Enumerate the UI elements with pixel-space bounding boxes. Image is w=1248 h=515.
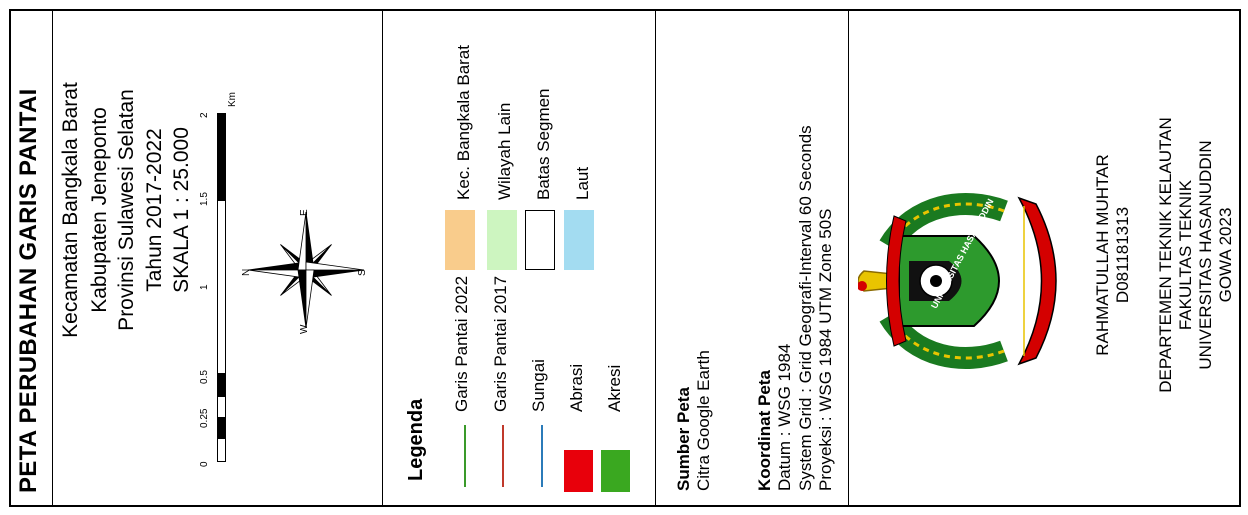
compass-n: N (241, 268, 252, 276)
scale-text: SKALA 1 : 25.000 (170, 127, 193, 293)
coords-system: System Grid : Grid Geografi-Interval 60 … (796, 125, 815, 491)
legend-label-sungai: Sungai (529, 359, 548, 412)
scale-tick-2: 2 (199, 112, 210, 118)
location-line-1: Kecamatan Bangkala Barat (59, 82, 82, 338)
scale-tick-05: 0.5 (199, 370, 210, 384)
compass-w: W (299, 324, 310, 334)
legend-label-garis-2017: Garis Pantai 2017 (491, 275, 510, 412)
legend-label-akresi: Akresi (605, 364, 624, 412)
legend-swatch-garis-2022 (464, 425, 466, 487)
institution-faculty: FAKULTAS TEKNIK (1176, 179, 1195, 331)
divider-title (52, 9, 53, 507)
legend-swatch-garis-2017 (502, 425, 504, 487)
location-line-2: Kabupaten Jeneponto (88, 107, 111, 313)
scale-tick-025: 0.25 (199, 408, 210, 428)
coords-heading: Koordinat Peta (755, 370, 774, 491)
institution-university: UNIVERSITAS HASANUDDIN (1196, 140, 1215, 370)
legend-label-abrasi: Abrasi (567, 363, 586, 412)
legend-heading: Legenda (405, 398, 427, 481)
legend-label-kec: Kec. Bangkala Barat (454, 45, 473, 200)
legend-label-laut: Laut (573, 166, 592, 200)
legend-label-wilayah: Wilayah Lain (495, 102, 514, 200)
scale-tick-15: 1.5 (199, 192, 210, 206)
legend-swatch-sungai (541, 425, 543, 487)
legend-swatch-abrasi (564, 450, 593, 492)
author-id: D081181313 (1113, 206, 1132, 304)
legend-swatch-akresi (601, 450, 630, 492)
source-value: Citra Google Earth (694, 350, 713, 491)
scale-tick-1: 1 (199, 284, 210, 290)
legend-swatch-wilayah (487, 210, 517, 270)
source-heading: Sumber Peta (674, 387, 693, 491)
scale-unit: Km (227, 92, 238, 107)
legend-swatch-kec (445, 210, 475, 270)
legend-swatch-laut (564, 210, 594, 270)
map-frame (9, 9, 1241, 507)
location-line-3: Provinsi Sulawesi Selatan (115, 89, 138, 331)
scalebar (217, 113, 226, 462)
divider-logo (848, 9, 849, 507)
divider-legend (382, 9, 383, 507)
institution-dept: DEPARTEMEN TEKNIK KELAUTAN (1156, 117, 1175, 393)
author-name: RAHMATULLAH MUHTAR (1093, 154, 1112, 356)
coords-datum: Datum : WSG 1984 (775, 343, 794, 491)
legend-label-batas: Batas Segmen (534, 88, 553, 200)
scale-tick-0: 0 (199, 461, 210, 467)
location-line-4: Tahun 2017-2022 (143, 128, 166, 292)
compass-rose-icon (247, 211, 365, 329)
compass-s: S (357, 269, 368, 276)
coords-projection: Proyeksi : WSG 1984 UTM Zone 50S (816, 208, 835, 492)
institution-place-year: GOWA 2023 (1216, 207, 1235, 303)
legend-swatch-batas (525, 210, 555, 270)
divider-source (655, 9, 656, 507)
university-logo-icon (858, 193, 1057, 369)
compass-e: E (299, 209, 310, 216)
map-title: PETA PERUBAHAN GARIS PANTAI (15, 88, 42, 493)
legend-label-garis-2022: Garis Pantai 2022 (452, 275, 471, 412)
